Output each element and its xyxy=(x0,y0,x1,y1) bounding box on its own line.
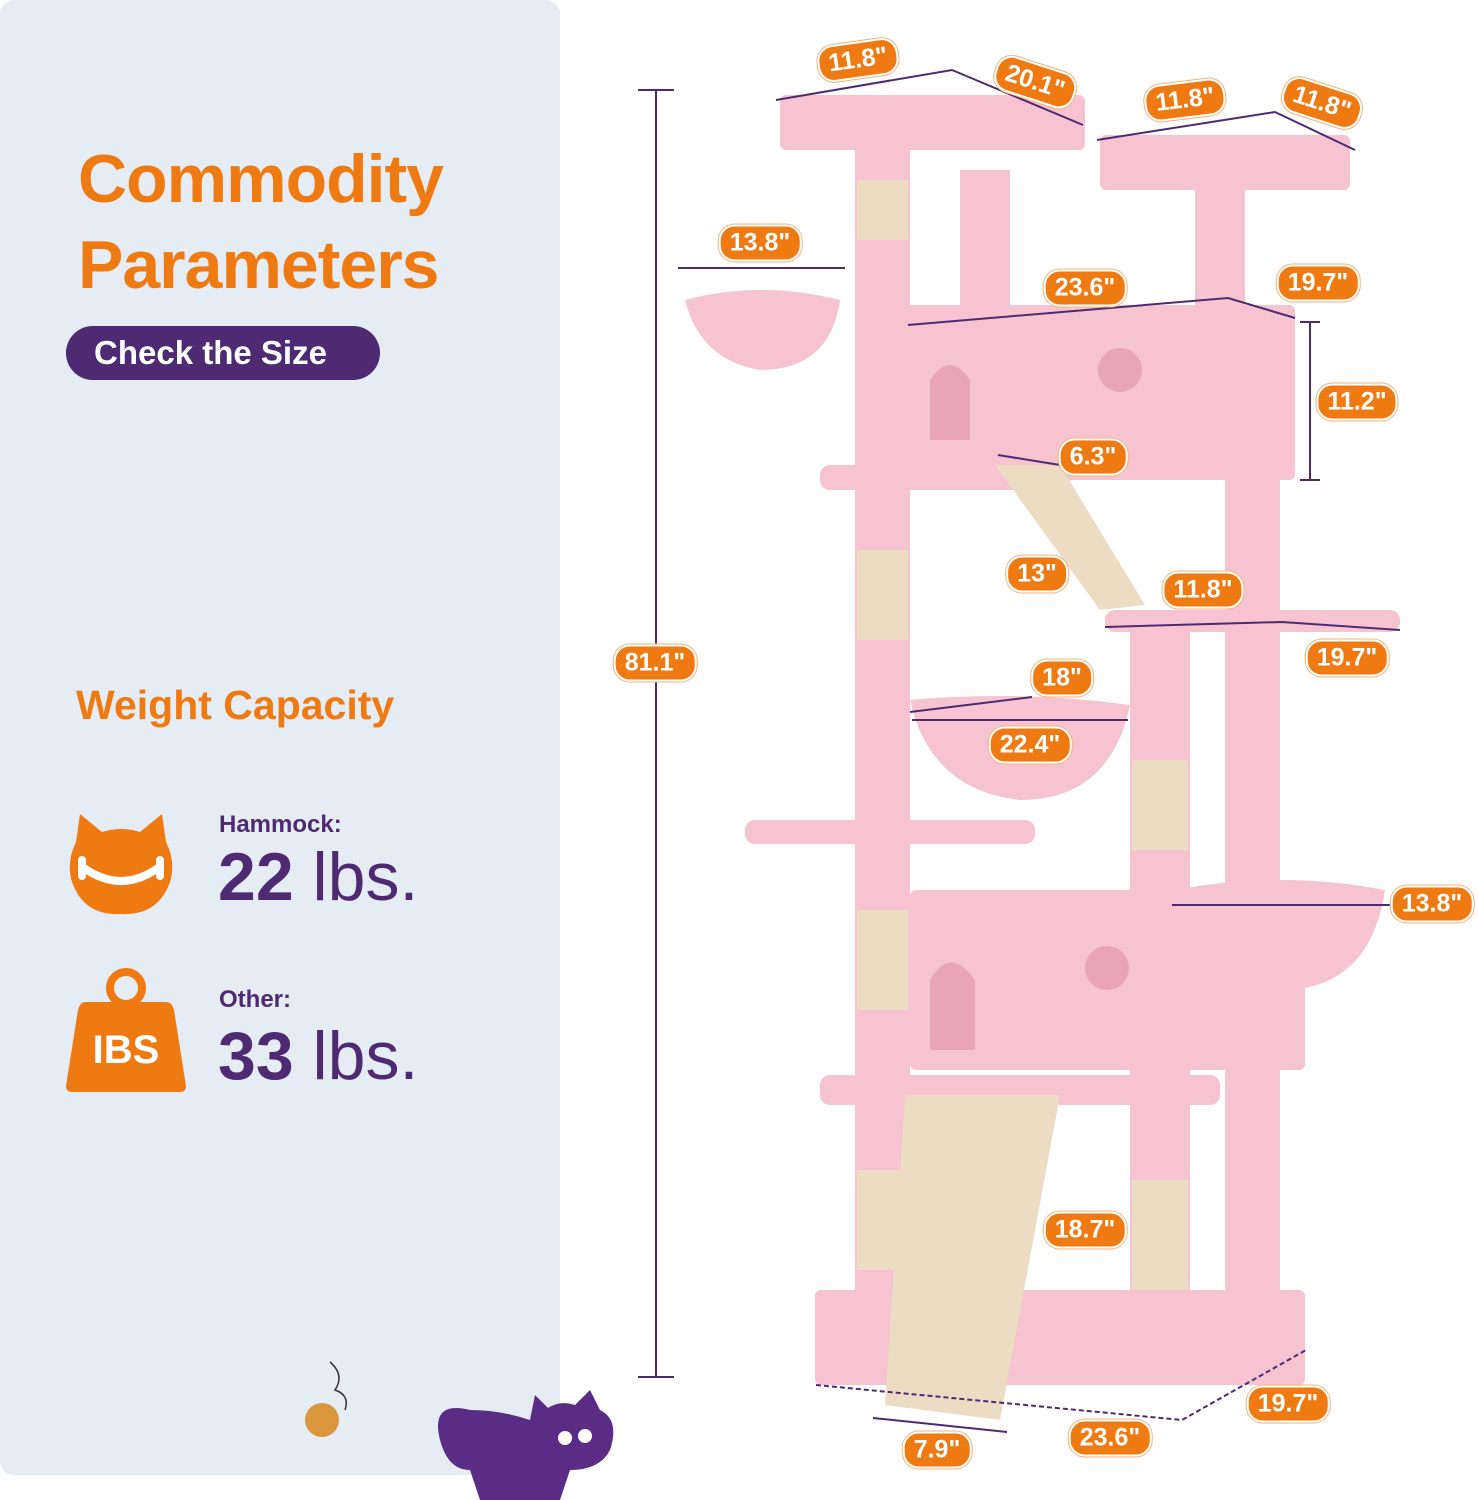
dimension-label: 22.4" xyxy=(988,726,1072,764)
dimension-lines xyxy=(638,68,1401,1433)
other-unit: lbs. xyxy=(312,1018,419,1094)
dimension-label: 23.6" xyxy=(1068,1419,1152,1457)
check-size-badge: Check the Size xyxy=(66,326,380,380)
hammock-unit: lbs. xyxy=(312,839,419,915)
hammock-value: 22 xyxy=(218,839,294,915)
hammock-capacity: 22 lbs. xyxy=(218,842,418,912)
cat-illustration-icon xyxy=(438,1390,614,1500)
dimension-label: 13.8" xyxy=(718,224,802,262)
dimension-label: 11.2" xyxy=(1316,383,1398,421)
dimension-label: 11.8" xyxy=(1162,571,1244,609)
dimension-label: 7.9" xyxy=(902,1431,972,1469)
dimension-label: 18.7" xyxy=(1043,1211,1127,1249)
dimension-label: 19.7" xyxy=(1276,264,1360,302)
weight-capacity-heading: Weight Capacity xyxy=(76,682,395,728)
other-capacity: 33 lbs. xyxy=(218,1021,418,1091)
dimension-label: 13.8" xyxy=(1390,885,1474,923)
title-line-2: Parameters xyxy=(78,227,439,303)
other-value: 33 xyxy=(218,1018,294,1094)
dimension-label: 13" xyxy=(1006,555,1068,593)
dimension-label: 6.3" xyxy=(1058,438,1128,476)
dimension-label: 23.6" xyxy=(1043,269,1127,307)
dimension-label: 81.1" xyxy=(613,644,697,682)
other-label: Other: xyxy=(219,986,291,1013)
weight-icon xyxy=(66,968,186,1092)
dimension-label: 19.7" xyxy=(1246,1385,1330,1423)
dimension-label: 18" xyxy=(1031,659,1093,697)
cat-hammock-icon xyxy=(69,814,173,915)
page-title: Commodity Parameters xyxy=(78,136,444,308)
weight-icon-text: IBS xyxy=(92,1028,160,1072)
dimension-label: 19.7" xyxy=(1305,639,1389,677)
title-line-1: Commodity xyxy=(78,141,444,217)
info-panel: Commodity Parameters Check the Size Weig… xyxy=(0,0,560,1475)
yarn-ball-icon xyxy=(305,1361,347,1437)
hammock-label: Hammock: xyxy=(219,811,342,838)
